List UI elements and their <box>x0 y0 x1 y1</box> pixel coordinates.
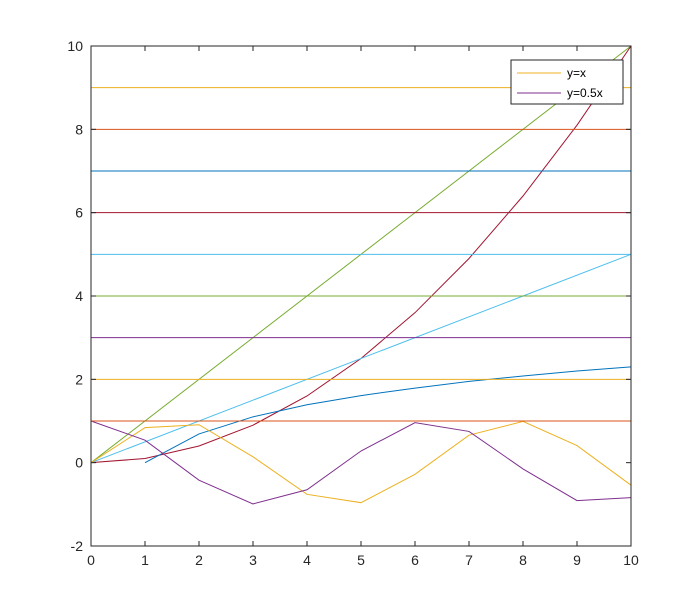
x-tick-label: 3 <box>249 552 257 568</box>
series-line-5 <box>90 420 632 505</box>
y-tick-label: 0 <box>75 455 83 471</box>
y-tick-label: -2 <box>71 538 84 554</box>
y-tick-label: 10 <box>67 38 83 54</box>
x-tick-label: 10 <box>623 552 639 568</box>
legend: y=x y=0.5x <box>510 59 624 105</box>
x-tick-label: 2 <box>195 552 203 568</box>
series-line-2 <box>90 253 632 464</box>
x-tick-label: 8 <box>519 552 527 568</box>
x-tick-label: 0 <box>87 552 95 568</box>
x-tick-label: 5 <box>357 552 365 568</box>
series-layer <box>90 45 632 505</box>
y-tick-label: 6 <box>75 205 83 221</box>
x-tick-label: 1 <box>141 552 149 568</box>
series-line-4 <box>90 420 632 504</box>
legend-label: y=x <box>567 66 586 80</box>
legend-label: y=0.5x <box>567 86 603 100</box>
x-tick-label: 9 <box>573 552 581 568</box>
legend-box <box>510 59 624 105</box>
x-tick-label: 7 <box>465 552 473 568</box>
y-tick-label: 2 <box>75 371 83 387</box>
y-tick-label: 8 <box>75 121 83 137</box>
x-tick-label: 4 <box>303 552 311 568</box>
series-line-3 <box>144 366 632 464</box>
x-tick-label: 6 <box>411 552 419 568</box>
y-tick-label: 4 <box>75 288 83 304</box>
